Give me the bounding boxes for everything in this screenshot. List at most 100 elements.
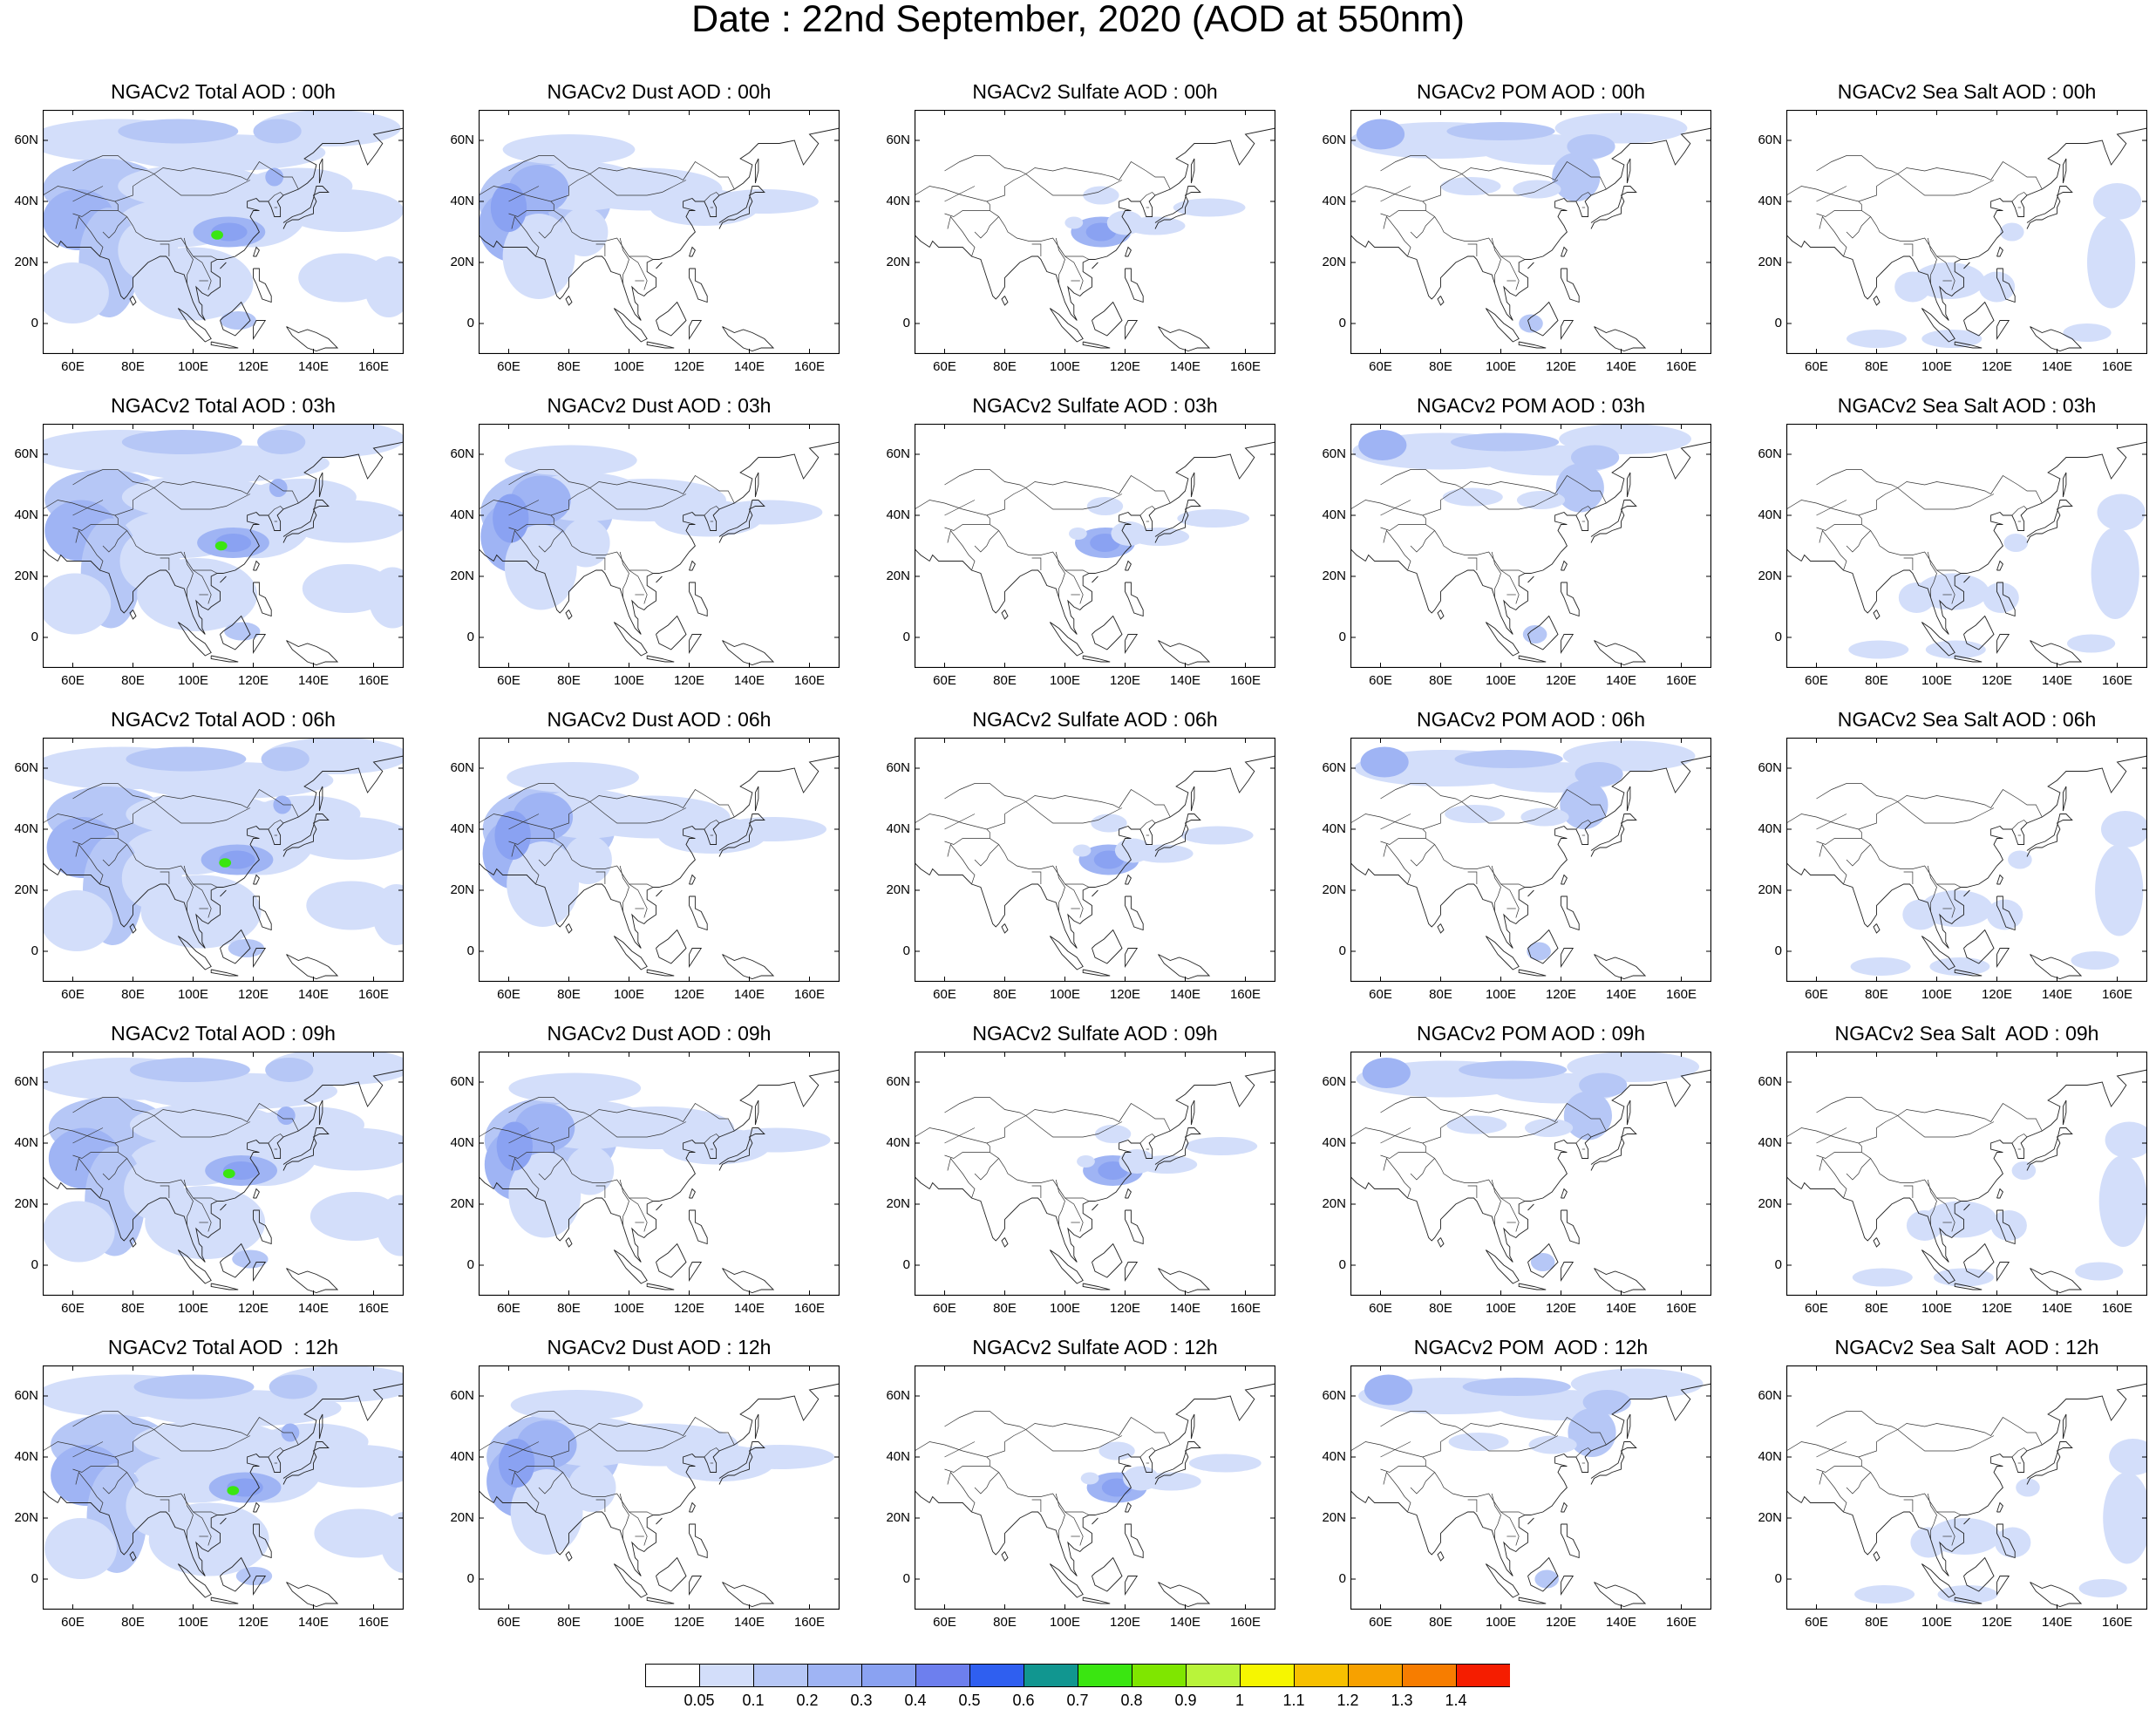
coastline [1921, 622, 1955, 657]
country-border [944, 500, 976, 516]
aod-field [140, 875, 262, 949]
country-border [193, 1511, 212, 1546]
coastline [928, 1069, 1275, 1263]
coastline [57, 755, 404, 949]
aod-map [1786, 1052, 2147, 1296]
aod-field [273, 795, 292, 814]
lon-label: 160E [793, 1615, 826, 1630]
aod-field [561, 518, 610, 568]
aod-field [1064, 216, 1084, 229]
lat-label: 60N [1758, 1388, 1782, 1403]
coastline [1786, 862, 1802, 875]
coastline [2030, 326, 2083, 351]
lon-label: 80E [993, 673, 1017, 688]
coastline [1590, 1441, 1637, 1485]
lat-label: 60N [1758, 760, 1782, 775]
coastline [1954, 1597, 1983, 1604]
country-border [619, 1179, 629, 1236]
aod-field [1986, 899, 2023, 930]
country-border [944, 186, 976, 202]
coastline [1786, 235, 1802, 248]
lon-label: 60E [61, 987, 85, 1002]
coastline [565, 923, 573, 934]
coastline [1125, 582, 1144, 617]
map-frame [915, 1365, 1275, 1610]
country-border [944, 1127, 976, 1144]
country-border [102, 1472, 127, 1495]
aod-field [2075, 1262, 2124, 1281]
coastline [1190, 158, 1195, 184]
coastline [1996, 560, 2003, 571]
colorbar-swatch [969, 1664, 1024, 1687]
coastline [493, 441, 840, 635]
aod-field [2103, 1472, 2147, 1564]
country-border [511, 1471, 540, 1513]
lon-label: 80E [1865, 1301, 1888, 1316]
aod-field [1995, 1527, 2031, 1558]
aod-field [1358, 430, 1407, 460]
colorbar-swatch [861, 1664, 916, 1687]
colorbar-label: 0.3 [850, 1692, 873, 1709]
map-frame [479, 424, 840, 668]
aod-field [299, 1445, 404, 1488]
coastline [493, 755, 840, 949]
colorbar-swatch [1240, 1664, 1295, 1687]
aod-field [1177, 509, 1250, 528]
lon-label: 160E [1229, 359, 1262, 374]
country-border [1467, 1499, 1478, 1512]
coastline [318, 1100, 323, 1126]
country-border [1422, 514, 1426, 525]
aod-map [1350, 1365, 1711, 1610]
country-border [72, 500, 104, 516]
lon-label: 120E [673, 673, 705, 688]
country-border [153, 801, 251, 824]
coastline [1963, 1556, 1995, 1592]
country-border [629, 1511, 648, 1546]
aod-field [493, 494, 529, 543]
coastline [493, 1069, 840, 1263]
lat-label: 20N [14, 569, 38, 583]
aod-field [2105, 1121, 2147, 1159]
lon-label: 120E [1109, 987, 1141, 1002]
country-border [1816, 1097, 1898, 1116]
country-border [114, 1142, 119, 1153]
coastline [177, 1249, 212, 1284]
country-border [550, 1456, 554, 1467]
coastline [253, 1209, 272, 1245]
coastline [1125, 874, 1132, 885]
coastline [722, 326, 775, 351]
country-border [944, 814, 976, 830]
aod-field [232, 1249, 269, 1269]
coastline [565, 296, 573, 306]
coastline [2062, 786, 2067, 812]
country-border [1936, 883, 1955, 918]
aod-map [915, 424, 1275, 668]
coastline [220, 262, 227, 269]
country-border [1383, 1157, 1411, 1199]
lon-label: 80E [1865, 1615, 1888, 1630]
coastline [1485, 622, 1520, 657]
coastline [1125, 1188, 1132, 1199]
coastline [1092, 262, 1098, 269]
country-border [508, 1127, 540, 1144]
coastline [1082, 341, 1111, 349]
lon-label: 80E [993, 987, 1017, 1002]
lat-label: 40N [14, 507, 38, 522]
lon-label: 60E [1805, 1615, 1828, 1630]
coastline [689, 1576, 703, 1597]
lat-label: 60N [450, 1388, 474, 1403]
map-frame [43, 1365, 404, 1610]
coastline [479, 1490, 494, 1503]
country-border [1500, 1511, 1520, 1546]
lat-label: 40N [14, 1449, 38, 1464]
lon-label: 120E [1545, 359, 1577, 374]
aod-field [43, 890, 113, 951]
coastline [1527, 615, 1559, 650]
country-border [508, 838, 654, 888]
country-border [1927, 1493, 1937, 1549]
aod-field [490, 183, 527, 232]
map-frame [1350, 1365, 1711, 1610]
coastline [2030, 640, 2083, 665]
country-border [1819, 1157, 1847, 1199]
country-border [986, 1456, 990, 1467]
